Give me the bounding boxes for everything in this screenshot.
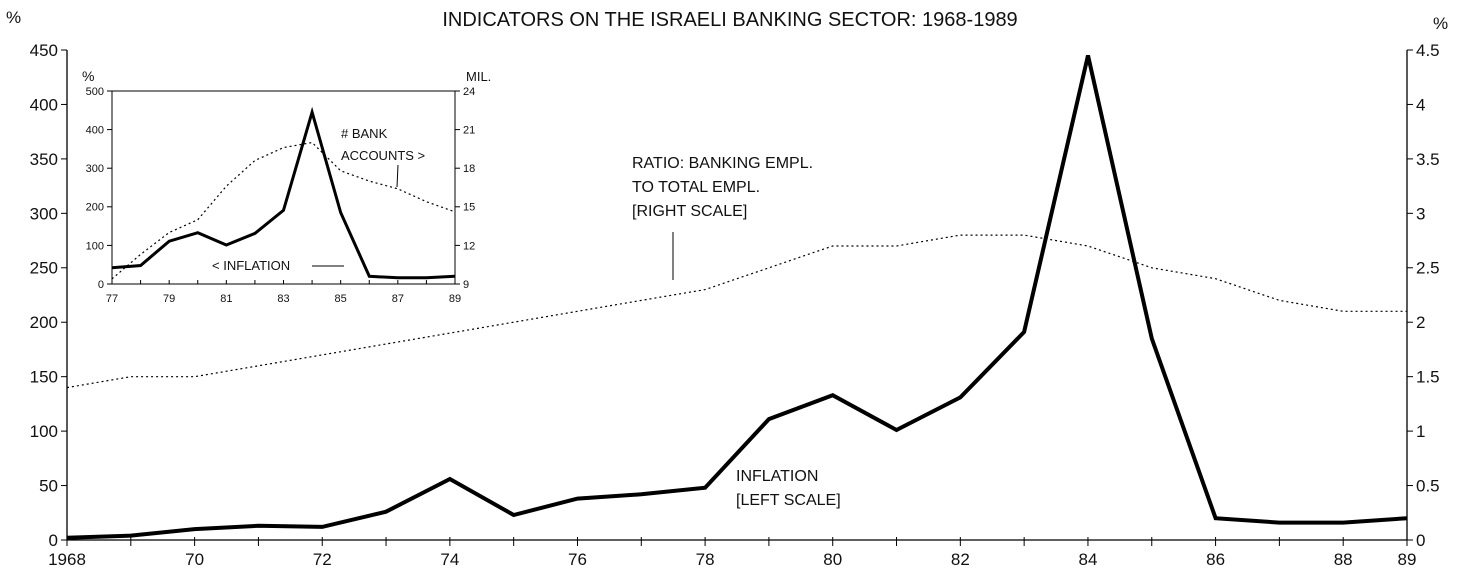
x-tick-label: 76 <box>568 550 587 569</box>
left-tick-label: 200 <box>86 202 104 214</box>
right-tick-label: 18 <box>463 163 475 175</box>
inflation-label: [LEFT SCALE] <box>736 492 841 509</box>
x-tick-label: 86 <box>1206 550 1225 569</box>
right-tick-label: 9 <box>463 279 469 291</box>
x-tick-label: 81 <box>220 293 232 305</box>
left-tick-label: 200 <box>30 313 58 332</box>
x-tick-label: 85 <box>335 293 347 305</box>
right-tick-label: 3 <box>1416 204 1425 223</box>
ratio-dotted-line <box>66 234 1407 389</box>
x-tick-label: 72 <box>313 550 332 569</box>
x-tick-label: 1968 <box>48 550 86 569</box>
right-tick-label: 1 <box>1416 422 1425 441</box>
right-tick-label: 2.5 <box>1416 259 1440 278</box>
ratio-label: TO TOTAL EMPL. <box>632 179 760 196</box>
x-tick-label: 79 <box>163 293 175 305</box>
left-tick-label: 350 <box>30 150 58 169</box>
x-tick-label: 84 <box>1078 550 1097 569</box>
left-tick-label: 0 <box>98 279 104 291</box>
right-tick-label: 2 <box>1416 313 1425 332</box>
right-tick-label: 15 <box>463 202 475 214</box>
left-tick-label: 250 <box>30 259 58 278</box>
left-tick-label: 400 <box>30 95 58 114</box>
right-tick-label: 4 <box>1416 95 1425 114</box>
x-tick-label: 83 <box>277 293 289 305</box>
left-tick-label: 150 <box>30 368 58 387</box>
right-tick-label: 24 <box>463 86 475 98</box>
x-tick-label: 77 <box>106 293 118 305</box>
x-tick-label: 70 <box>185 550 204 569</box>
inset-chart: 0 100 200 300 400 500 9 12 15 18 21 24 77 79 81 83 85 87 8… <box>82 68 491 305</box>
x-tick-label: 82 <box>951 550 970 569</box>
left-tick-label: 300 <box>86 163 104 175</box>
left-tick-label: 300 <box>30 204 58 223</box>
right-tick-label: 12 <box>463 240 475 252</box>
x-tick-label: 87 <box>392 293 404 305</box>
right-axis-unit: % <box>1433 14 1448 33</box>
inflation-label: INFLATION <box>736 468 818 485</box>
x-tick-label: 74 <box>440 550 459 569</box>
inset-right-unit: MIL. <box>466 69 491 84</box>
right-tick-label: 21 <box>463 124 475 136</box>
right-tick-label: 1.5 <box>1416 368 1440 387</box>
inset-accounts-label: ACCOUNTS > <box>341 148 425 163</box>
chart-title: INDICATORS ON THE ISRAELI BANKING SECTOR… <box>442 9 1017 31</box>
inflation-line <box>111 106 456 280</box>
left-tick-label: 100 <box>86 240 104 252</box>
x-tick-label: 80 <box>823 550 842 569</box>
inset-background <box>112 91 455 284</box>
inflation-line <box>66 54 1408 540</box>
ratio-label: RATIO: BANKING EMPL. <box>632 155 813 172</box>
ratio-label: [RIGHT SCALE] <box>632 203 747 220</box>
right-tick-label: 4.5 <box>1416 41 1440 60</box>
left-tick-label: 500 <box>86 86 104 98</box>
inset-accounts-pointer <box>396 164 399 188</box>
inset-inflation-label: < INFLATION <box>212 258 290 273</box>
main-chart: 05010015020025030035040045000.511.522.53… <box>30 41 1440 569</box>
left-tick-label: 0 <box>49 531 58 550</box>
left-axis-unit: % <box>6 8 21 27</box>
right-tick-label: 0 <box>1416 531 1425 550</box>
inset-left-unit: % <box>82 68 94 84</box>
x-tick-label: 88 <box>1334 550 1353 569</box>
x-tick-label: 78 <box>696 550 715 569</box>
inset-accounts-label: # BANK <box>341 126 388 141</box>
left-tick-label: 100 <box>30 422 58 441</box>
x-tick-label: 89 <box>1398 550 1417 569</box>
left-tick-label: 450 <box>30 41 58 60</box>
left-tick-label: 400 <box>86 124 104 136</box>
right-tick-label: 3.5 <box>1416 150 1440 169</box>
right-tick-label: 0.5 <box>1416 477 1440 496</box>
left-tick-label: 50 <box>39 477 58 496</box>
x-tick-label: 89 <box>449 293 461 305</box>
